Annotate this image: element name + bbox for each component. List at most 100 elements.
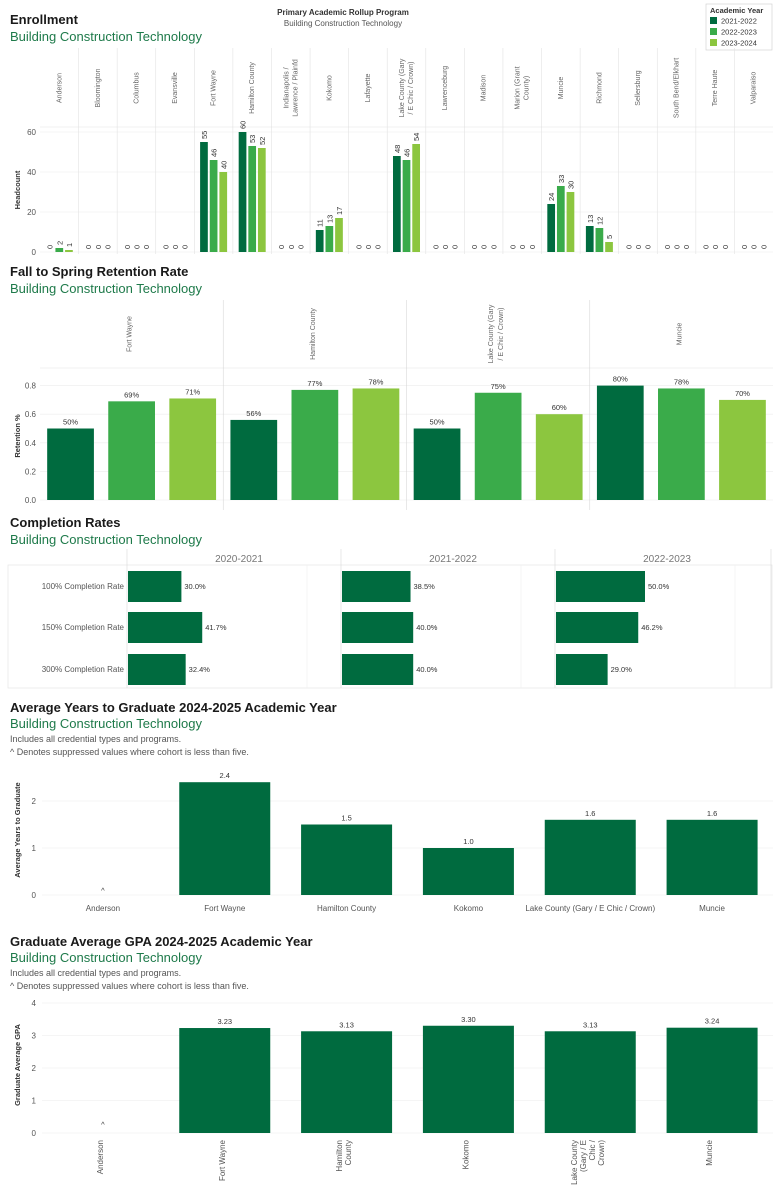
enrollment-value-label: 0 xyxy=(46,245,55,249)
years-value-label: 2.4 xyxy=(220,771,230,780)
completion-bar-2022-2023-0 xyxy=(556,571,645,602)
enrollment-value-label: 0 xyxy=(711,245,720,249)
retention-y-tick: 0.4 xyxy=(25,439,37,448)
retention-value-label: 50% xyxy=(63,418,78,427)
completion-frame xyxy=(7,564,773,689)
years-y-tick: 2 xyxy=(32,797,37,806)
completion-row-label: 100% Completion Rate xyxy=(42,582,125,591)
completion-value-label: 32.4% xyxy=(189,665,211,674)
retention-y-tick: 0.2 xyxy=(25,467,37,476)
enrollment-category-label-muncie: Muncie xyxy=(558,77,565,100)
years-category-label-muncie: Muncie xyxy=(699,904,725,913)
program-header-title: Primary Academic Rollup Program xyxy=(277,8,409,17)
retention-bar-lake-county-gary-e-chic-crown-2021-2022 xyxy=(413,428,461,500)
completion-bar-2021-2022-1 xyxy=(342,612,414,643)
enrollment-category-label-lafayette: Lafayette xyxy=(365,73,372,102)
gpa-y-axis-label: Graduate Average GPA xyxy=(13,1024,22,1106)
retention-bar-hamilton-county-2021-2022 xyxy=(230,419,278,500)
enrollment-value-label: 0 xyxy=(374,245,383,249)
completion-panel-header: 2020-2021 xyxy=(215,554,263,565)
enrollment-value-label: 0 xyxy=(104,245,113,249)
enrollment-value-label: 0 xyxy=(277,245,286,249)
enrollment-category-label-indianapolis-lawrence-plainfd: Lawrence / Plainfd xyxy=(292,59,299,117)
gpa-category-label-kokomo: Kokomo xyxy=(461,1139,470,1169)
enrollment-bar-fort-wayne-2022-2023 xyxy=(209,160,218,252)
years-bar-hamilton-county xyxy=(301,824,393,895)
enrollment-category-label-marion-grant-county: County) xyxy=(524,76,531,101)
gpa-y-tick: 0 xyxy=(32,1129,37,1138)
legend[interactable]: Academic Year 2021-2022 2022-2023 2023-2… xyxy=(705,3,773,51)
enrollment-value-label: 0 xyxy=(132,245,141,249)
enrollment-value-label: 0 xyxy=(673,245,682,249)
retention-y-tick: 0.8 xyxy=(25,382,37,391)
years-y-tick: 1 xyxy=(32,844,37,853)
enrollment-category-label-indianapolis-lawrence-plainfd: Indianapolis / xyxy=(283,67,290,108)
gpa-category-label-hamilton-county: Hamilton xyxy=(335,1140,344,1172)
retention-category-label-fort-wayne: Fort Wayne xyxy=(127,316,134,352)
gpa-value-label: 3.24 xyxy=(705,1017,720,1026)
retention-bar-muncie-2022-2023 xyxy=(658,388,705,500)
enrollment-bar-fort-wayne-2023-2024 xyxy=(219,172,228,252)
years-category-label-hamilton-county: Hamilton County xyxy=(317,904,376,913)
gpa-category-label-lake-county-gary-e-chic-crown: Lake County xyxy=(570,1140,579,1185)
enrollment-value-label: 0 xyxy=(181,245,190,249)
retention-subtitle: Building Construction Technology xyxy=(10,281,202,296)
enrollment-value-label: 0 xyxy=(123,245,132,249)
completion-row-label: 150% Completion Rate xyxy=(42,623,125,632)
gpa-bar-kokomo xyxy=(422,1025,514,1133)
enrollment-bar-richmond-2022-2023 xyxy=(595,228,604,252)
enrollment-value-label: 54 xyxy=(412,133,421,141)
enrollment-category-label-fort-wayne: Fort Wayne xyxy=(211,70,218,106)
enrollment-bar-muncie-2022-2023 xyxy=(556,186,565,252)
gpa-value-label: 3.13 xyxy=(583,1020,598,1029)
years-to-graduate-chart: 0 1 2 Average Years to Graduate Anderson ^ For… xyxy=(13,771,773,913)
enrollment-value-label: 0 xyxy=(84,245,93,249)
retention-value-label: 78% xyxy=(368,377,383,386)
gpa-chart: 0 1 2 3 4 Graduate Average GPA Anderson ^ Fort W… xyxy=(13,999,773,1185)
gpa-y-tick: 4 xyxy=(32,999,37,1008)
gpa-y-tick: 2 xyxy=(32,1064,37,1073)
legend-item-2023: 2023-2024 xyxy=(721,39,757,48)
retention-bar-lake-county-gary-e-chic-crown-2023-2024 xyxy=(535,414,583,500)
years-suppressed-label: ^ xyxy=(101,886,105,895)
retention-value-label: 60% xyxy=(552,403,567,412)
retention-category-label-lake-county-gary-e-chic-crown: / E Chic / Crown) xyxy=(498,308,505,361)
gpa-category-label-muncie: Muncie xyxy=(705,1139,714,1165)
completion-value-label: 38.5% xyxy=(414,582,436,591)
enrollment-value-label: 0 xyxy=(470,245,479,249)
gpa-bar-hamilton-county xyxy=(301,1031,393,1133)
enrollment-value-label: 53 xyxy=(248,135,257,143)
retention-bar-fort-wayne-2021-2022 xyxy=(47,428,94,500)
retention-value-label: 75% xyxy=(491,382,506,391)
retention-value-label: 80% xyxy=(613,375,628,384)
program-header-subtitle: Building Construction Technology xyxy=(284,19,402,28)
enrollment-value-label: 0 xyxy=(509,245,518,249)
legend-swatch-2022 xyxy=(710,28,717,35)
gpa-note-2: ^ Denotes suppressed values where cohort… xyxy=(10,981,249,991)
years-category-label-anderson: Anderson xyxy=(86,904,120,913)
gpa-subtitle: Building Construction Technology xyxy=(10,950,202,965)
enrollment-value-label: 0 xyxy=(644,245,653,249)
gpa-bar-lake-county-gary-e-chic-crown xyxy=(544,1031,636,1133)
retention-y-tick: 0.0 xyxy=(25,496,37,505)
retention-title: Fall to Spring Retention Rate xyxy=(10,264,188,279)
gpa-category-label-hamilton-county: County xyxy=(344,1140,353,1165)
gpa-category-label-fort-wayne: Fort Wayne xyxy=(218,1139,227,1181)
gpa-bar-muncie xyxy=(666,1027,758,1133)
enrollment-y-tick: 60 xyxy=(27,128,36,137)
legend-title: Academic Year xyxy=(710,6,763,15)
enrollment-bar-lake-county-gary-e-chic-crown-2021-2022 xyxy=(392,156,401,252)
years-y-tick: 0 xyxy=(32,891,37,900)
enrollment-value-label: 52 xyxy=(258,137,267,145)
enrollment-value-label: 0 xyxy=(518,245,527,249)
retention-value-label: 78% xyxy=(674,377,689,386)
retention-bar-fort-wayne-2023-2024 xyxy=(169,398,217,500)
enrollment-bar-muncie-2021-2022 xyxy=(547,204,556,252)
gpa-bar-fort-wayne xyxy=(179,1028,271,1133)
enrollment-bar-fort-wayne-2021-2022 xyxy=(200,142,208,252)
completion-bar-2020-2021-2 xyxy=(128,654,186,685)
enrollment-value-label: 0 xyxy=(528,245,537,249)
completion-chart: 100% Completion Rate 150% Completion Rate… xyxy=(7,549,773,689)
enrollment-bar-anderson-2022-2023 xyxy=(55,248,64,252)
